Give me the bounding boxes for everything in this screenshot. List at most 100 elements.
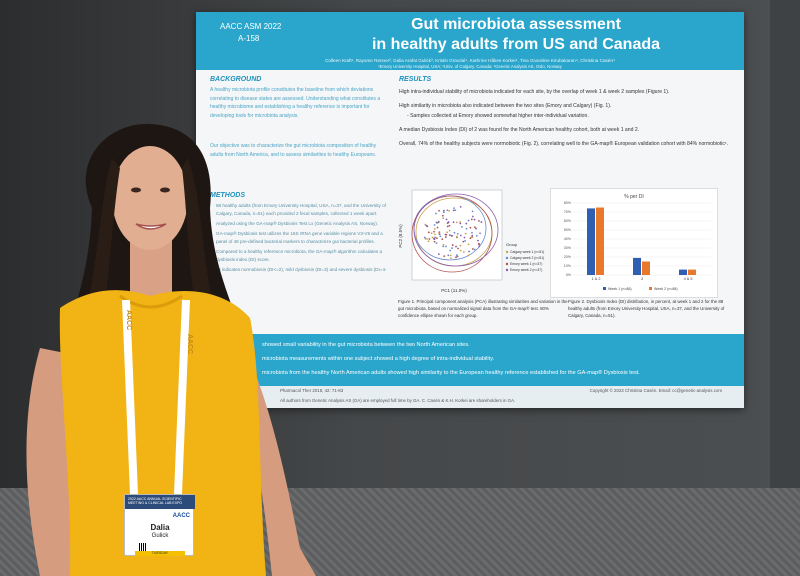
pca-point xyxy=(454,209,457,212)
pca-point xyxy=(455,254,458,256)
pca-point xyxy=(457,247,459,250)
poster-title-line-1: Gut microbiota assessment xyxy=(411,16,621,33)
pca-point xyxy=(448,224,451,227)
pca-point xyxy=(448,229,451,232)
pca-point xyxy=(433,228,436,230)
pca-point xyxy=(468,250,470,253)
pca-point xyxy=(471,210,474,213)
results-heading: RESULTS xyxy=(399,76,432,83)
pca-point xyxy=(471,215,474,218)
badge-brand: AACC xyxy=(172,513,190,519)
pca-legend-title: Group xyxy=(506,242,518,247)
chart-ytick-label: 60% xyxy=(564,219,572,223)
pca-point xyxy=(478,219,480,222)
pca-point xyxy=(467,254,470,257)
pca-point xyxy=(445,245,447,248)
presenter-illustration xyxy=(26,123,316,576)
pca-point xyxy=(455,245,457,248)
pca-point xyxy=(475,227,477,230)
left-eye xyxy=(131,187,141,193)
disclosure-text: All authors from Genetic Analysis AS (GA… xyxy=(280,398,516,403)
pca-point xyxy=(455,235,458,238)
pca-point xyxy=(445,218,448,221)
yellow-dress xyxy=(59,290,266,576)
pca-point xyxy=(475,234,478,237)
chart-ytick-label: 0% xyxy=(566,273,572,277)
pca-point xyxy=(433,238,436,241)
pca-point xyxy=(435,242,438,245)
pca-point xyxy=(443,209,445,212)
pca-legend-marker xyxy=(505,268,509,272)
right-eye xyxy=(160,187,170,193)
pca-point xyxy=(459,221,462,223)
chart-bar xyxy=(688,269,696,275)
methods-item: 88 healthy adults (from Emory University… xyxy=(216,203,386,216)
pca-point xyxy=(431,236,434,239)
pca-point xyxy=(455,256,457,259)
pca-point xyxy=(439,235,442,238)
pca-point xyxy=(480,221,483,223)
pca-legend-marker xyxy=(505,250,509,254)
poster-title-line-2: in healthy adults from US and Canada xyxy=(371,36,661,53)
chart-bar xyxy=(679,269,687,275)
lanyard-brand-text: AACC xyxy=(186,334,193,355)
lanyard-left xyxy=(122,299,138,495)
pca-point xyxy=(456,233,459,235)
pca-point xyxy=(471,234,474,237)
pca-point xyxy=(459,222,462,225)
pca-point xyxy=(435,212,437,215)
results-item: High intra-individual stability of micro… xyxy=(399,89,670,95)
badge-banner: 2022 AACC ANNUAL SCIENTIFIC MEETING & CL… xyxy=(125,495,195,509)
methods-heading: METHODS xyxy=(210,192,245,199)
pca-point xyxy=(444,236,447,238)
pca-xlabel: PC1 (11.0%) xyxy=(441,288,467,293)
pca-ellipse-emory-w1 xyxy=(411,195,493,273)
pca-legend-item: Emory week 1 (n=37) xyxy=(510,262,542,266)
pca-point xyxy=(435,237,438,240)
pca-point xyxy=(462,251,465,253)
background-paragraph-1: A healthy microbiota profile constitutes… xyxy=(210,87,381,119)
poster-header xyxy=(196,12,744,70)
conference-name: AACC ASM 2022 xyxy=(220,22,282,31)
pca-point xyxy=(465,222,468,225)
figure-2-caption: Figure 2. Dysbiosis Index (DI) distribut… xyxy=(568,299,725,318)
chart-ytick-label: 70% xyxy=(564,210,572,214)
methods-item: GA-map® Dysbiosis test utilizes the 16S … xyxy=(216,231,383,244)
chart-bar xyxy=(642,261,650,275)
pca-point xyxy=(464,232,467,235)
pca-point xyxy=(459,249,462,252)
pca-point xyxy=(443,255,446,258)
smile xyxy=(135,223,167,230)
qr-code-icon xyxy=(139,543,147,551)
poster-authors: Colleen Kraft¹, Rayome Renner², Dalia Ar… xyxy=(325,58,615,63)
pca-point xyxy=(442,245,445,248)
pca-point xyxy=(436,226,439,229)
pca-point xyxy=(463,236,466,239)
pca-point xyxy=(430,232,433,235)
pca-point xyxy=(441,214,444,217)
pca-point xyxy=(446,209,449,212)
presenter-person xyxy=(0,118,320,576)
conclusions-band: showed small variability in the gut micr… xyxy=(196,334,744,386)
pca-points xyxy=(423,205,483,260)
pca-point xyxy=(445,233,448,236)
pca-point xyxy=(453,207,456,210)
pca-point xyxy=(462,240,465,243)
pca-point xyxy=(459,244,462,247)
pca-legend-item: Calgary week 1 (n=51) xyxy=(510,250,544,254)
pca-point xyxy=(446,231,449,234)
chart-title: % per DI xyxy=(624,194,643,200)
pca-legend-marker xyxy=(505,262,509,266)
pca-point xyxy=(478,245,481,248)
pca-point xyxy=(437,221,440,223)
pca-point xyxy=(447,221,450,223)
results-item: A median Dysbiosis Index (DI) of 2 was f… xyxy=(399,127,640,133)
pca-point xyxy=(471,248,474,250)
chart-ytick-label: 10% xyxy=(564,264,572,268)
conclusion-item: showed small variability in the gut micr… xyxy=(262,342,470,348)
pca-legend-marker xyxy=(505,256,509,260)
pca-point xyxy=(452,221,455,224)
pca-point xyxy=(441,238,444,241)
chart-legend-swatch xyxy=(603,287,606,290)
chart-category-label: 4 & 5 xyxy=(684,277,693,281)
